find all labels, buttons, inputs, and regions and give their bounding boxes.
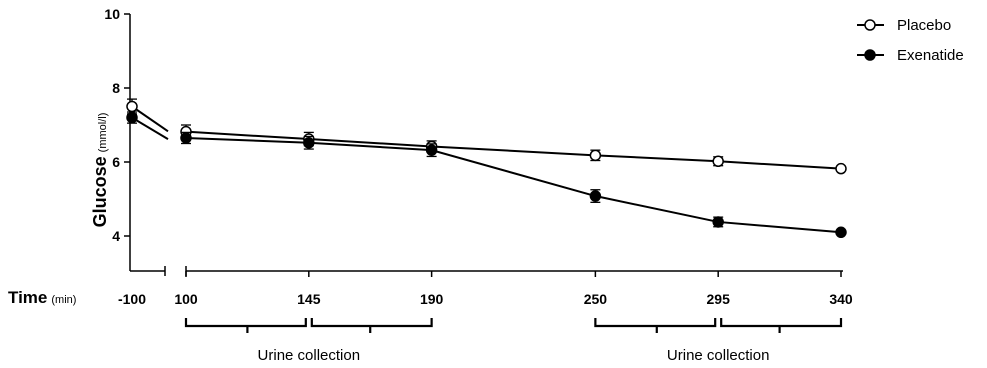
bracket-label: Urine collection [667, 347, 770, 364]
urine-collection-brackets: Urine collection Urine collection [184, 318, 843, 364]
data-point [835, 162, 847, 175]
bracket-right [720, 318, 843, 328]
x-tick-label: 295 [707, 291, 731, 307]
data-point [589, 149, 602, 162]
bracket-left [594, 318, 717, 328]
data-point [180, 132, 192, 144]
legend-marker [864, 19, 876, 31]
data-point [712, 155, 724, 168]
y-tick-label: 4 [112, 228, 120, 244]
x-tick-label: 250 [584, 291, 608, 307]
axes: 4 6 8 10 -100 100 145 190 250 295 340 [104, 6, 852, 307]
series-exenatide [126, 111, 847, 239]
data-point [712, 216, 724, 228]
x-axis-label: Time (min) [8, 288, 76, 307]
data-point [126, 111, 138, 124]
series-line [185, 136, 842, 234]
data-point [589, 190, 602, 202]
urine-collection-bracket: Urine collection [184, 318, 433, 364]
x-tick-label: 190 [420, 291, 444, 307]
data-point [425, 144, 438, 156]
series-line-segment [131, 105, 169, 133]
series-placebo [126, 98, 847, 175]
y-tick-label: 8 [112, 80, 120, 96]
data-point [303, 137, 315, 149]
legend-label: Exenatide [897, 47, 964, 64]
y-tick-label: 6 [112, 154, 120, 170]
y-axis-unit: (mmol/l) [97, 113, 109, 153]
series-line [185, 130, 842, 170]
x-tick-label: 340 [829, 291, 853, 307]
x-tick-label: 100 [174, 291, 198, 307]
urine-collection-bracket: Urine collection [594, 318, 843, 364]
data-point [126, 100, 138, 113]
legend-label: Placebo [897, 17, 951, 34]
bracket-left [184, 318, 307, 328]
y-axis-label: Glucose(mmol/l) [90, 113, 110, 228]
x-axis-unit: (min) [51, 294, 76, 306]
x-tick-label: 145 [297, 291, 321, 307]
legend: Placebo Exenatide [857, 17, 964, 64]
legend-marker [864, 49, 876, 61]
bracket-right [310, 318, 433, 328]
plot-area [126, 98, 847, 239]
x-tick-label: -100 [118, 291, 146, 307]
data-point [835, 226, 847, 239]
y-tick-label: 10 [104, 6, 120, 22]
series-line-segment [131, 116, 169, 141]
bracket-label: Urine collection [258, 347, 361, 364]
